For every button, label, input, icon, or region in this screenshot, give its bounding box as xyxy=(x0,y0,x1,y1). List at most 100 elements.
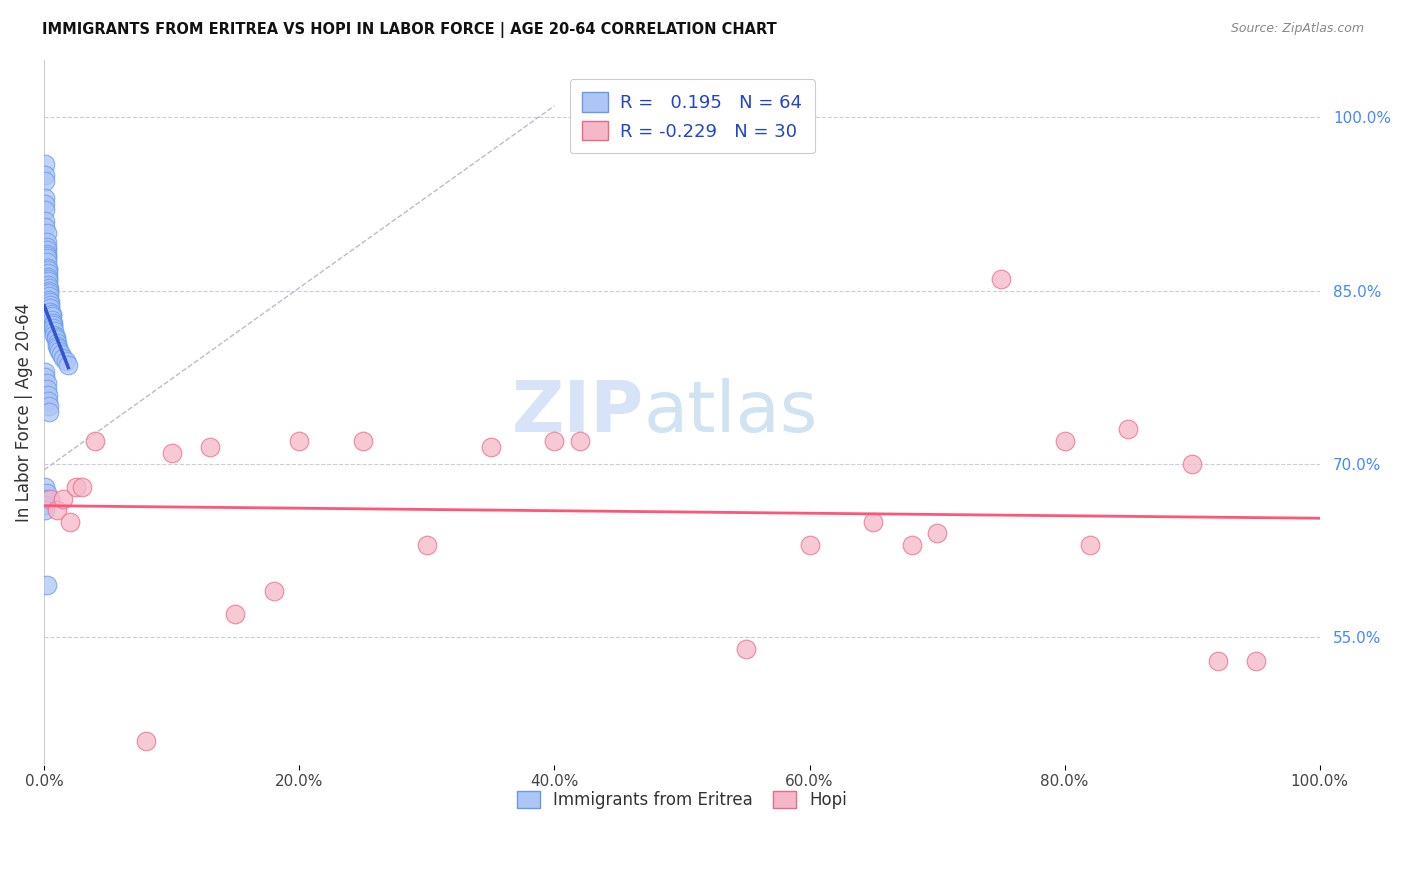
Point xyxy=(45,332,67,346)
Point xyxy=(35,382,58,396)
Point xyxy=(42,318,65,333)
Point xyxy=(35,246,58,260)
Point xyxy=(39,301,62,315)
Text: ZIP: ZIP xyxy=(512,377,644,447)
Point xyxy=(34,370,56,384)
Point xyxy=(37,275,59,289)
Point xyxy=(38,286,60,301)
Point xyxy=(49,347,72,361)
Point xyxy=(34,220,56,235)
Point xyxy=(34,503,56,517)
Point xyxy=(34,156,56,170)
Point xyxy=(1053,434,1076,448)
Point xyxy=(34,498,56,512)
Point xyxy=(59,515,82,529)
Point xyxy=(35,249,58,263)
Point xyxy=(38,399,60,413)
Point xyxy=(37,260,59,275)
Point xyxy=(925,526,948,541)
Point xyxy=(568,434,591,448)
Text: Source: ZipAtlas.com: Source: ZipAtlas.com xyxy=(1230,22,1364,36)
Point xyxy=(34,480,56,494)
Point xyxy=(52,491,75,506)
Point xyxy=(39,491,62,506)
Point xyxy=(45,335,67,350)
Point xyxy=(39,295,62,310)
Point xyxy=(42,316,65,330)
Point xyxy=(37,277,59,292)
Text: IMMIGRANTS FROM ERITREA VS HOPI IN LABOR FORCE | AGE 20-64 CORRELATION CHART: IMMIGRANTS FROM ERITREA VS HOPI IN LABOR… xyxy=(42,22,778,38)
Point xyxy=(52,351,75,365)
Point xyxy=(1206,653,1229,667)
Point xyxy=(35,252,58,266)
Point xyxy=(41,312,63,326)
Point xyxy=(34,365,56,379)
Point xyxy=(35,226,58,240)
Point xyxy=(198,440,221,454)
Point xyxy=(45,503,67,517)
Point xyxy=(84,434,107,448)
Point xyxy=(34,197,56,211)
Point xyxy=(1078,538,1101,552)
Point xyxy=(35,255,58,269)
Point xyxy=(37,269,59,284)
Legend: Immigrants from Eritrea, Hopi: Immigrants from Eritrea, Hopi xyxy=(510,785,853,816)
Point xyxy=(34,491,56,506)
Point xyxy=(416,538,439,552)
Point xyxy=(34,191,56,205)
Point xyxy=(34,168,56,182)
Point xyxy=(41,309,63,323)
Point xyxy=(734,642,756,657)
Point xyxy=(37,272,59,286)
Point xyxy=(35,244,58,258)
Point xyxy=(224,607,246,622)
Point xyxy=(34,202,56,217)
Point xyxy=(48,343,70,358)
Point xyxy=(37,263,59,277)
Point xyxy=(263,584,285,599)
Point xyxy=(479,440,502,454)
Point xyxy=(72,480,94,494)
Point xyxy=(38,289,60,303)
Point xyxy=(135,734,157,748)
Point xyxy=(35,235,58,250)
Point xyxy=(38,281,60,295)
Point xyxy=(65,480,87,494)
Point xyxy=(34,174,56,188)
Point xyxy=(44,327,66,342)
Text: atlas: atlas xyxy=(644,377,818,447)
Point xyxy=(900,538,922,552)
Point xyxy=(35,240,58,254)
Point xyxy=(44,324,66,338)
Point xyxy=(1244,653,1267,667)
Point xyxy=(39,304,62,318)
Point xyxy=(55,354,77,368)
Point xyxy=(45,339,67,353)
Point xyxy=(42,320,65,334)
Point xyxy=(37,388,59,402)
Point xyxy=(38,284,60,298)
Point xyxy=(35,486,58,500)
Point xyxy=(160,445,183,459)
Point xyxy=(1181,457,1204,471)
Point xyxy=(38,405,60,419)
Point xyxy=(35,578,58,592)
Point xyxy=(45,330,67,344)
Point xyxy=(352,434,374,448)
Y-axis label: In Labor Force | Age 20-64: In Labor Force | Age 20-64 xyxy=(15,302,32,522)
Point xyxy=(34,214,56,228)
Point xyxy=(39,297,62,311)
Point xyxy=(1118,422,1140,436)
Point xyxy=(799,538,821,552)
Point xyxy=(862,515,884,529)
Point xyxy=(46,342,69,356)
Point xyxy=(38,293,60,307)
Point xyxy=(35,376,58,391)
Point xyxy=(288,434,311,448)
Point xyxy=(543,434,565,448)
Point xyxy=(58,358,80,372)
Point xyxy=(41,307,63,321)
Point xyxy=(37,266,59,280)
Point xyxy=(37,393,59,408)
Point xyxy=(990,272,1012,286)
